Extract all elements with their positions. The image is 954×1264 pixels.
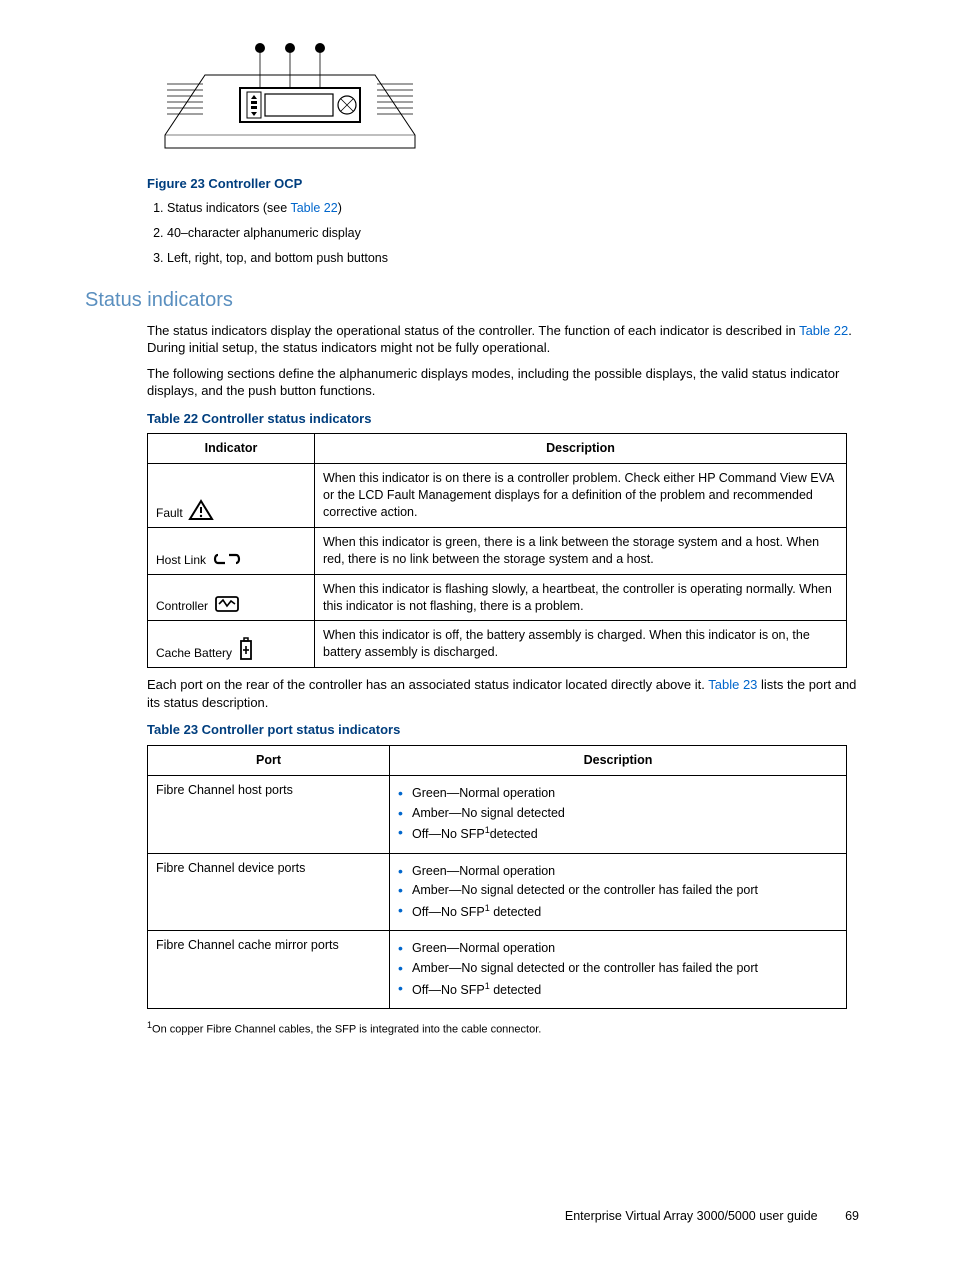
table-cell: Green—Normal operation Amber—No signal d… [390, 931, 847, 1009]
list-text: Status indicators (see [167, 201, 290, 215]
cross-ref-link[interactable]: Table 23 [708, 677, 757, 692]
body-paragraph: Each port on the rear of the controller … [147, 676, 869, 711]
figure-item-list: Status indicators (see Table 22) 40–char… [145, 200, 869, 267]
footnote: 1On copper Fibre Channel cables, the SFP… [147, 1019, 869, 1038]
table-cell: When this indicator is flashing slowly, … [315, 574, 847, 621]
list-item: Amber—No signal detected or the controll… [398, 882, 838, 899]
figure-caption: Figure 23 Controller OCP [147, 175, 869, 193]
body-paragraph: The following sections define the alphan… [147, 365, 869, 400]
table-caption: Table 23 Controller port status indicato… [147, 721, 869, 739]
page-number: 69 [845, 1208, 859, 1225]
battery-icon [238, 637, 254, 661]
table-header: Description [390, 745, 847, 775]
table-cell: When this indicator is on there is a con… [315, 464, 847, 528]
footer-text: Enterprise Virtual Array 3000/5000 user … [565, 1209, 818, 1223]
page-footer: Enterprise Virtual Array 3000/5000 user … [85, 1208, 869, 1225]
indicator-label: Cache Battery [156, 646, 232, 660]
table-header: Description [315, 434, 847, 464]
table-cell: Green—Normal operation Amber—No signal d… [390, 853, 847, 931]
list-item: Green—Normal operation [398, 863, 838, 880]
cross-ref-link[interactable]: Table 22 [290, 201, 337, 215]
body-paragraph: The status indicators display the operat… [147, 322, 869, 357]
fault-icon [188, 499, 214, 521]
controller-icon [214, 594, 240, 614]
list-text-after: ) [338, 201, 342, 215]
list-item: Off—No SFP1 detected [398, 980, 838, 999]
indicator-label: Controller [156, 599, 208, 613]
table-cell: Green—Normal operation Amber—No signal d… [390, 775, 847, 853]
table-row: Fibre Channel device ports Green—Normal … [148, 853, 847, 931]
list-item: Off—No SFP1 detected [398, 902, 838, 921]
table-cell: When this indicator is green, there is a… [315, 527, 847, 574]
list-item: Green—Normal operation [398, 940, 838, 957]
table-header: Indicator [148, 434, 315, 464]
list-item: Off—No SFP1detected [398, 824, 838, 843]
table-row: Cache Battery When this indicator is off… [148, 621, 847, 668]
cross-ref-link[interactable]: Table 22 [799, 323, 848, 338]
table-row: Fibre Channel cache mirror ports Green—N… [148, 931, 847, 1009]
indicator-label: Host Link [156, 553, 206, 567]
table-cell: Fibre Channel device ports [148, 853, 390, 931]
controller-status-table: Indicator Description Fault When this in… [147, 433, 847, 668]
list-item: Green—Normal operation [398, 785, 838, 802]
port-status-table: Port Description Fibre Channel host port… [147, 745, 847, 1009]
table-row: Host Link When this indicator is green, … [148, 527, 847, 574]
list-item: Status indicators (see Table 22) [167, 200, 869, 217]
table-caption: Table 22 Controller status indicators [147, 410, 869, 428]
indicator-label: Fault [156, 506, 183, 520]
table-cell: When this indicator is off, the battery … [315, 621, 847, 668]
list-item: Amber—No signal detected [398, 805, 838, 822]
table-cell: Fibre Channel cache mirror ports [148, 931, 390, 1009]
table-row: Fault When this indicator is on there is… [148, 464, 847, 528]
controller-ocp-figure [155, 40, 869, 160]
table-header: Port [148, 745, 390, 775]
table-cell: Fibre Channel host ports [148, 775, 390, 853]
list-item: 40–character alphanumeric display [167, 225, 869, 242]
table-row: Controller When this indicator is flashi… [148, 574, 847, 621]
host-link-icon [212, 550, 242, 568]
list-item: Amber—No signal detected or the controll… [398, 960, 838, 977]
table-row: Fibre Channel host ports Green—Normal op… [148, 775, 847, 853]
section-heading: Status indicators [85, 287, 869, 314]
list-item: Left, right, top, and bottom push button… [167, 250, 869, 267]
